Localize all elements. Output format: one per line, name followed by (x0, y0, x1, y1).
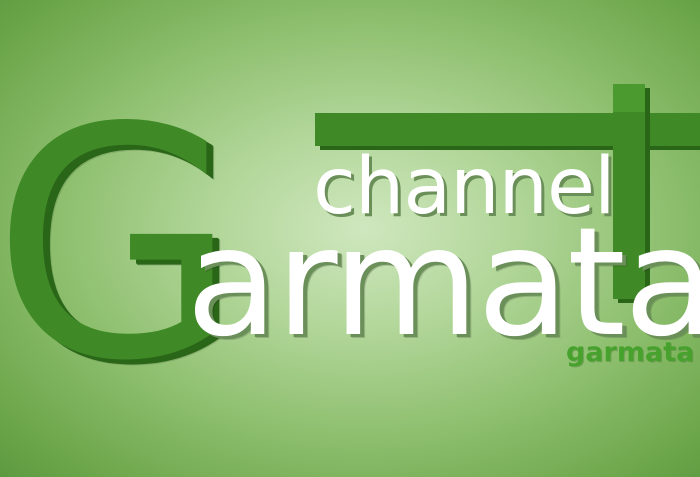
logo-big-letter: G (0, 60, 239, 430)
logo-channel-word: channel (313, 142, 616, 232)
logo-cross-stem (613, 84, 645, 299)
logo-cross-top (613, 84, 645, 112)
logo-armata-word: armata (186, 196, 700, 370)
logo-url-text: garmata (566, 337, 695, 368)
